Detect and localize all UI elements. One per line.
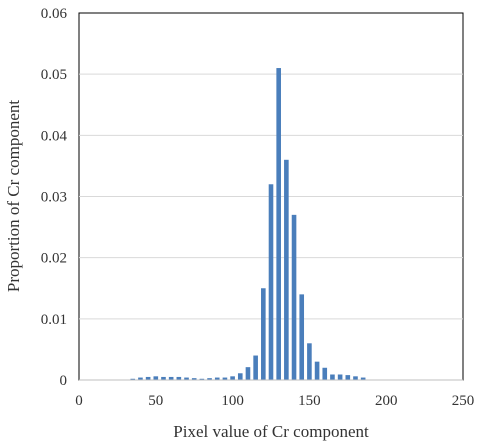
- y-tick-label: 0: [60, 373, 68, 389]
- y-axis-title: Proportion of Cr component: [4, 100, 23, 292]
- bar: [276, 68, 281, 381]
- bar: [284, 159, 289, 380]
- x-tick-label: 150: [298, 393, 321, 409]
- y-tick-labels: 0 0.01 0.02 0.03 0.04 0.05 0.06: [41, 6, 68, 389]
- bar: [168, 376, 174, 380]
- bar: [237, 373, 243, 380]
- bar: [138, 377, 143, 380]
- bar: [207, 378, 212, 380]
- bar: [245, 367, 251, 380]
- bar: [199, 378, 205, 380]
- bar: [176, 376, 182, 380]
- bar: [261, 288, 266, 380]
- bars: [130, 68, 366, 381]
- bar: [330, 374, 335, 380]
- y-tick-label: 0.03: [41, 190, 67, 206]
- bar: [345, 375, 351, 380]
- bar: [145, 376, 151, 380]
- bar: [268, 184, 274, 380]
- x-tick-label: 50: [148, 393, 163, 409]
- x-tick-labels: 0 50 100 150 200 250: [75, 393, 474, 409]
- bar: [161, 376, 166, 380]
- x-tick-label: 0: [75, 393, 83, 409]
- bar: [191, 378, 197, 380]
- y-tick-label: 0.05: [41, 67, 67, 83]
- bar: [322, 367, 328, 380]
- bar: [314, 361, 320, 380]
- bar: [230, 376, 235, 380]
- bar: [214, 377, 220, 380]
- bar: [337, 374, 343, 380]
- bar: [299, 294, 305, 380]
- bar: [360, 377, 366, 380]
- y-tick-label: 0.02: [41, 251, 67, 267]
- bar: [253, 355, 258, 380]
- bar: [353, 376, 358, 380]
- x-axis-title: Pixel value of Cr component: [173, 422, 369, 441]
- y-tick-label: 0.01: [41, 312, 67, 328]
- x-tick-label: 100: [221, 393, 244, 409]
- x-tick-label: 200: [375, 393, 398, 409]
- x-tick-label: 250: [452, 393, 475, 409]
- bar: [153, 376, 159, 380]
- y-tick-label: 0.06: [41, 6, 68, 22]
- bar: [184, 377, 189, 380]
- bar: [307, 343, 312, 380]
- bar: [291, 214, 297, 380]
- y-tick-label: 0.04: [41, 128, 68, 144]
- bar: [130, 378, 136, 380]
- bar: [222, 377, 228, 380]
